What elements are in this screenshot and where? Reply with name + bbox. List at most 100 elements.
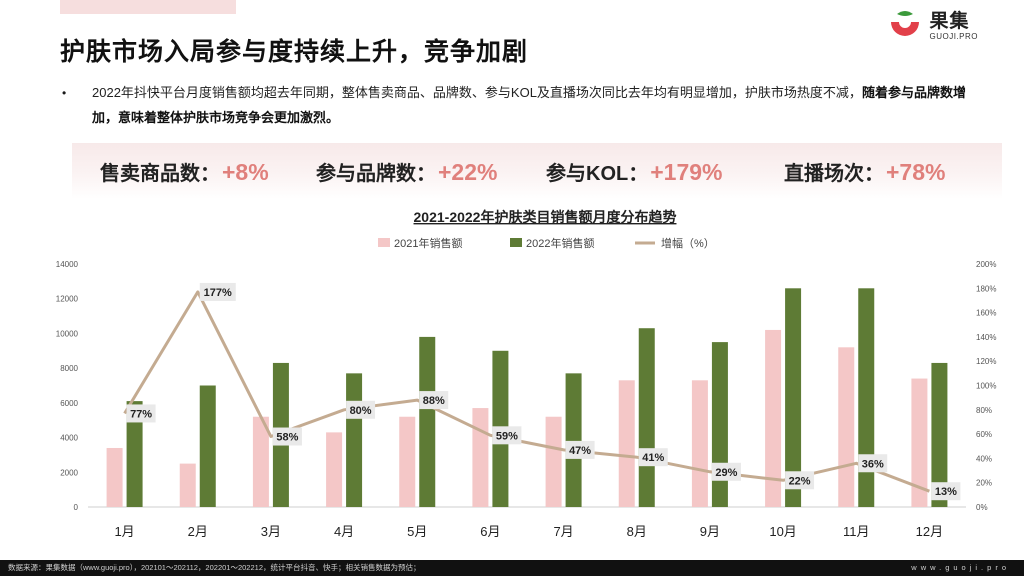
bar-2022: [419, 336, 436, 507]
kpi-label: 售卖商品数：: [100, 163, 220, 185]
data-label: 13%: [935, 486, 957, 498]
data-label: 22%: [789, 475, 811, 487]
y2-tick-label: 120%: [976, 357, 996, 366]
y2-tick-label: 80%: [976, 406, 992, 415]
bar-2022: [346, 373, 363, 507]
y2-tick-label: 180%: [976, 284, 996, 293]
data-label-box: [858, 454, 888, 473]
legend-label: 2021年销售额: [394, 236, 462, 250]
x-tick-label: 6月: [480, 524, 500, 539]
data-label: 88%: [423, 395, 445, 407]
x-tick-label: 4月: [334, 524, 354, 539]
data-label-box: [272, 427, 302, 446]
bar-2022: [858, 288, 875, 507]
bar-2021: [545, 416, 562, 507]
y2-tick-label: 100%: [976, 382, 996, 391]
bar-2021: [472, 408, 489, 507]
data-label-box: [785, 471, 815, 490]
logo-name-en: GUOJI.PRO: [929, 31, 978, 41]
data-label: 177%: [204, 287, 232, 299]
kpi-value: +179%: [650, 159, 723, 185]
bar-2021: [911, 378, 928, 507]
bar-2021: [618, 380, 635, 507]
kpi-label: 直播场次：: [784, 163, 884, 185]
y2-tick-label: 140%: [976, 333, 996, 342]
growth-line: [123, 290, 930, 493]
data-label: 41%: [642, 452, 664, 464]
x-tick-label: 2月: [188, 524, 208, 539]
y-tick-label: 6000: [60, 399, 78, 408]
x-tick-label: 9月: [700, 524, 720, 539]
legend-swatch: [378, 238, 390, 247]
x-tick-label: 12月: [916, 524, 943, 539]
sales-chart: 2021-2022年护肤类目销售额月度分布趋势 2021年销售额 2022年销售额 增…: [56, 209, 997, 539]
x-tick-label: 5月: [407, 524, 427, 539]
kpi-label: 参与品牌数：: [316, 163, 436, 185]
bar-2022: [638, 328, 655, 507]
x-tick-label: 1月: [114, 524, 134, 539]
data-label: 77%: [130, 408, 152, 420]
x-tick-label: 10月: [769, 524, 796, 539]
data-label-box: [565, 440, 595, 459]
top-accent-strip: [60, 0, 236, 14]
bar-2021: [106, 447, 123, 507]
kpi-value: +78%: [886, 159, 946, 185]
footer-bar: 数据来源：果集数据（www.guoji.pro），202101～202112，2…: [0, 560, 1024, 576]
kpi-brands: 参与品牌数：+22%: [316, 157, 497, 186]
summary-paragraph: 2022年抖快平台月度销售额均超去年同期，整体售卖商品、品牌数、参与KOL及直播…: [92, 80, 982, 130]
x-tick-label: 8月: [627, 524, 647, 539]
kpi-value: +22%: [438, 159, 498, 185]
y-tick-label: 10000: [56, 329, 79, 338]
data-label-box: [126, 404, 156, 423]
footer-url: www.guoji.pro: [911, 563, 1010, 572]
y2-tick-label: 40%: [976, 454, 992, 463]
legend-label: 增幅（%）: [661, 236, 715, 250]
logo-name-cn: 果集: [929, 10, 970, 32]
bar-2021: [252, 416, 269, 507]
bar-2022: [785, 288, 802, 507]
kpi-value: +8%: [222, 159, 269, 185]
y2-tick-label: 160%: [976, 309, 996, 318]
y-tick-label: 14000: [56, 260, 79, 269]
data-label: 59%: [496, 430, 518, 442]
bar-2021: [765, 329, 782, 507]
data-label-box: [931, 482, 961, 501]
y-tick-label: 2000: [60, 468, 78, 477]
bar-2022: [565, 373, 582, 507]
kpi-live-sessions: 直播场次：+78%: [784, 157, 945, 186]
y-tick-label: 0: [74, 503, 79, 512]
kpi-kol: 参与KOL：+179%: [546, 157, 722, 186]
y2-tick-label: 200%: [976, 260, 996, 269]
kpi-label: 参与KOL：: [546, 163, 649, 185]
bar-2021: [399, 416, 416, 507]
page-title: 护肤市场入局参与度持续上升，竞争加剧: [60, 38, 529, 66]
legend-label: 2022年销售额: [526, 236, 594, 250]
y-tick-label: 8000: [60, 364, 78, 373]
data-label: 29%: [715, 467, 737, 479]
bar-2022: [711, 342, 728, 507]
legend-swatch: [510, 238, 522, 247]
y-tick-label: 4000: [60, 434, 78, 443]
x-tick-label: 3月: [261, 524, 281, 539]
data-source-note: 数据来源：果集数据（www.guoji.pro），202101～202112，2…: [8, 563, 421, 572]
brand-logo: 果集 GUOJI.PRO: [887, 8, 978, 44]
kpi-products: 售卖商品数：+8%: [100, 157, 269, 186]
summary-highlight: 随着参与品牌数增加，意味着整体护肤市场竞争会更加激烈。: [92, 85, 966, 125]
bar-2022: [126, 401, 143, 507]
logo-icon: [887, 8, 923, 44]
bullet-icon: •: [62, 86, 67, 100]
data-label-box: [419, 391, 449, 410]
data-label-box: [346, 400, 376, 419]
data-label-box: [711, 462, 741, 481]
kpi-band: [72, 143, 1002, 199]
bar-2021: [838, 347, 855, 507]
y2-tick-label: 0%: [976, 503, 988, 512]
bar-2022: [931, 362, 948, 507]
chart-title: 2021-2022年护肤类目销售额月度分布趋势: [414, 209, 677, 225]
data-label: 36%: [862, 458, 884, 470]
data-label-box: [638, 448, 668, 467]
data-label: 47%: [569, 445, 591, 457]
data-label: 58%: [276, 432, 298, 444]
y2-tick-label: 20%: [976, 479, 992, 488]
bar-2022: [199, 385, 216, 507]
